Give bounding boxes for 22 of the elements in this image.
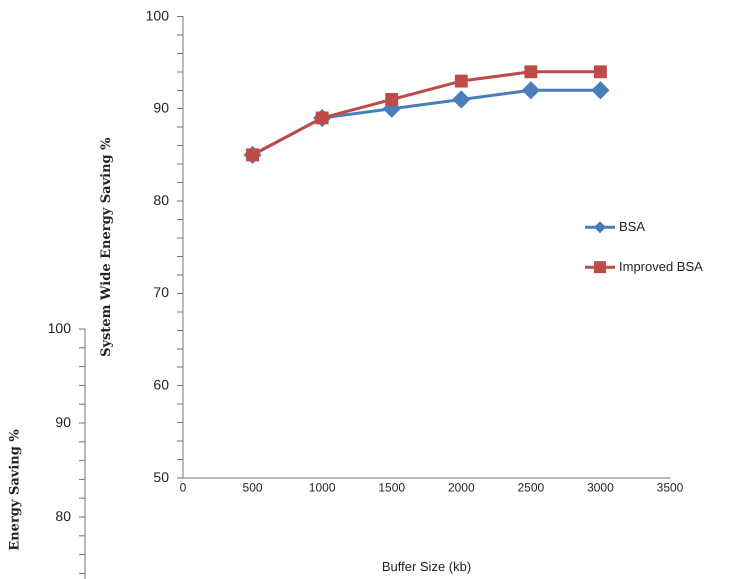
y-tick-label: 80: [153, 192, 170, 208]
text: 80: [55, 508, 72, 524]
y-tick-label: 60: [153, 376, 170, 393]
x-tick-label: 2000: [448, 480, 475, 495]
x-axis-title: Buffer Size (kb): [382, 558, 472, 574]
x-tick-label: 2500: [518, 480, 545, 495]
y-tick-label: 50: [153, 468, 170, 485]
x-tick-label: 500: [242, 480, 263, 495]
x-tick-label: 0: [180, 480, 187, 495]
y-tick-label: 90: [153, 100, 170, 116]
x-tick-label: 1000: [308, 480, 336, 495]
y-tick-label: 100: [146, 7, 170, 24]
text: Energy Saving %: [7, 428, 22, 551]
x-tick-label: 3500: [656, 480, 684, 495]
legend-label: Improved BSA: [619, 258, 704, 274]
y-axis-title: System Wide Energy Saving %: [99, 136, 114, 357]
x-tick-label: 1500: [378, 480, 406, 495]
text: 100: [48, 320, 72, 336]
text: 90: [55, 414, 72, 430]
legend-label: BSA: [619, 218, 646, 234]
x-tick-label: 3000: [587, 480, 614, 495]
y-tick-label: 70: [153, 284, 170, 300]
